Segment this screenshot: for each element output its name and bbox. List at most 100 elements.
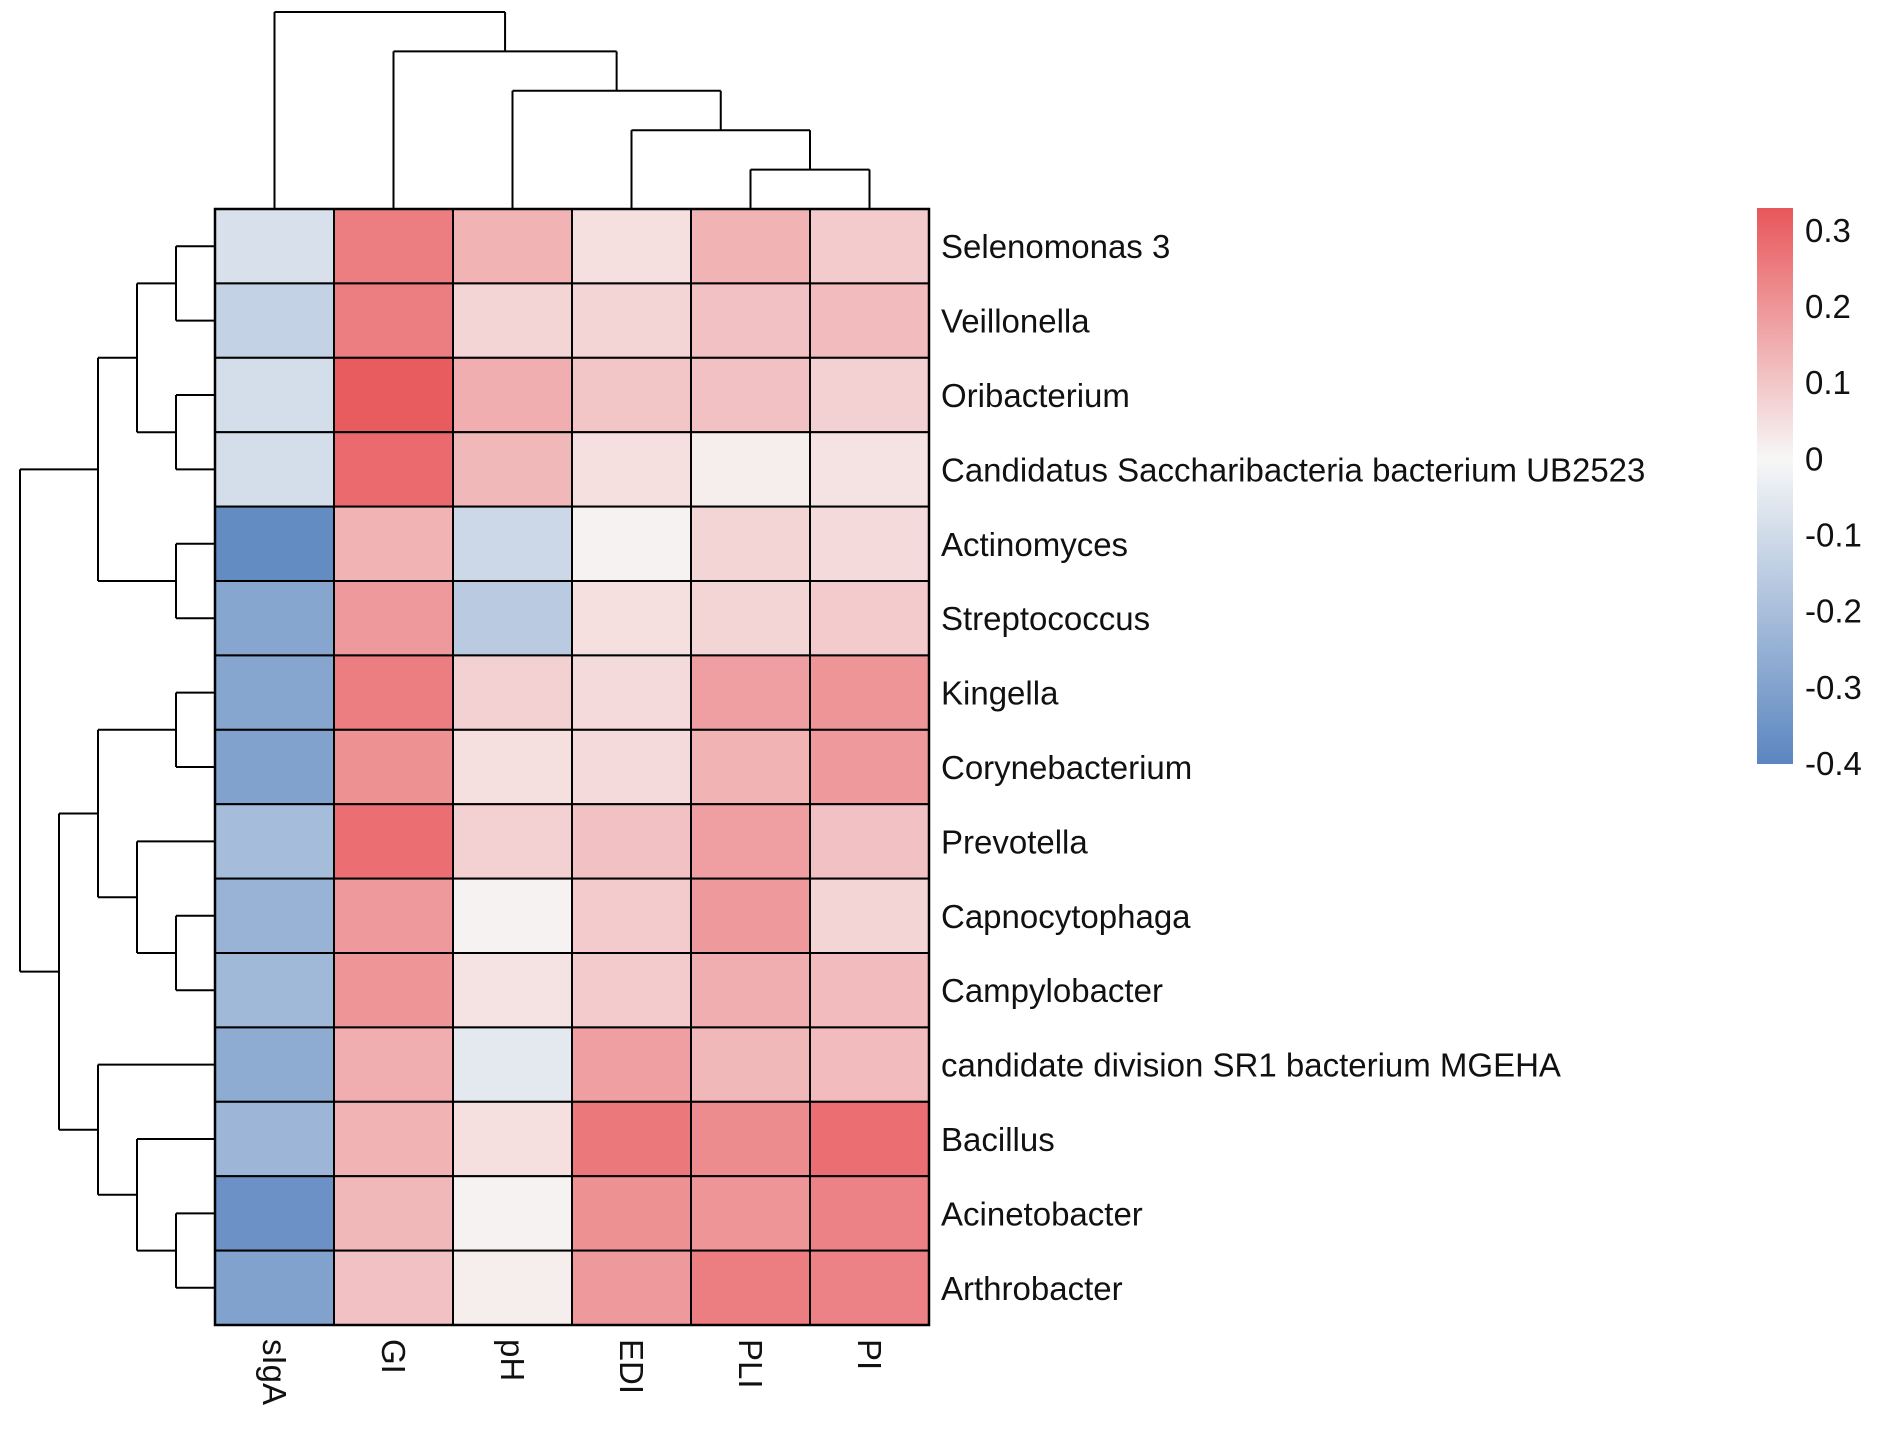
heatmap-cell	[333, 356, 454, 434]
heatmap-cell	[809, 1249, 930, 1326]
row-label: Candidatus Saccharibacteria bacterium UB…	[941, 451, 1645, 488]
column-label: EDI	[613, 1339, 650, 1394]
heatmap-cell	[571, 1175, 692, 1252]
row-label: Kingella	[941, 675, 1059, 712]
column-dendrogram	[273, 11, 871, 209]
heatmap-cell	[333, 208, 454, 285]
colorbar-tick-label: -0.3	[1805, 669, 1862, 706]
row-labels: Selenomonas 3 Veillonella Oribacterium Cand…	[941, 228, 1645, 1307]
heatmap-cell	[690, 1026, 811, 1103]
heatmap-cell	[214, 1026, 335, 1103]
row-label: Oribacterium	[941, 377, 1130, 414]
row-label: Selenomonas 3	[941, 228, 1170, 265]
heatmap-cell	[690, 282, 811, 359]
heatmap-cell	[809, 208, 930, 285]
heatmap-cell	[214, 1249, 335, 1326]
heatmap-cell	[571, 803, 692, 880]
heatmap-cell	[333, 654, 454, 731]
column-label: PLI	[732, 1339, 769, 1389]
heatmap-cell	[452, 1249, 573, 1326]
colorbar-tick-label: -0.1	[1805, 517, 1862, 554]
heatmap-cell	[333, 1026, 454, 1103]
row-dendrogram	[19, 245, 215, 1289]
column-labels: sIgA GI pH EDI PLI PI	[256, 1339, 888, 1405]
heatmap-cell	[571, 1100, 692, 1178]
heatmap-cell	[809, 1175, 930, 1252]
heatmap-cell	[809, 356, 930, 434]
column-label: GI	[375, 1339, 412, 1374]
heatmap-cell	[214, 208, 335, 285]
heatmap-cell	[333, 1175, 454, 1252]
heatmap-cell	[809, 431, 930, 508]
column-label: pH	[494, 1339, 531, 1381]
colorbar-gradient	[1757, 208, 1793, 764]
heatmap-cell	[690, 654, 811, 731]
heatmap-cell	[333, 282, 454, 359]
row-label: Capnocytophaga	[941, 898, 1191, 935]
heatmap-cell	[214, 356, 335, 434]
heatmap-cell	[571, 282, 692, 359]
heatmap-cell	[333, 877, 454, 954]
heatmap-cell	[571, 877, 692, 954]
heatmap-cell	[214, 580, 335, 657]
heatmap-cell	[571, 580, 692, 657]
heatmap-cell	[214, 877, 335, 954]
heatmap-cell	[809, 877, 930, 954]
heatmap-cell	[690, 1100, 811, 1178]
heatmap-cell	[571, 952, 692, 1029]
heatmap-cell	[571, 1026, 692, 1103]
heatmap-cell	[690, 952, 811, 1029]
heatmap-cell	[452, 952, 573, 1029]
heatmap-cell	[690, 208, 811, 285]
heatmap-cell	[809, 803, 930, 880]
row-label: Arthrobacter	[941, 1270, 1123, 1307]
heatmap-cell	[333, 803, 454, 880]
heatmap-cell	[571, 431, 692, 508]
heatmap-cell	[690, 505, 811, 583]
row-label: Veillonella	[941, 303, 1090, 340]
heatmap-cell	[452, 877, 573, 954]
heatmap-cell	[214, 1100, 335, 1178]
heatmap-cell	[214, 431, 335, 508]
heatmap-cell	[214, 654, 335, 731]
row-label: Corynebacterium	[941, 749, 1192, 786]
colorbar-tick-label: 0.3	[1805, 212, 1851, 249]
heatmap-cell	[214, 803, 335, 880]
heatmap-cell	[452, 803, 573, 880]
heatmap-cell	[690, 877, 811, 954]
heatmap-cell	[452, 208, 573, 285]
heatmap-cell	[452, 356, 573, 434]
heatmap-cell	[452, 728, 573, 806]
heatmap-cell	[571, 356, 692, 434]
heatmap-cell	[690, 803, 811, 880]
heatmap-cell	[809, 728, 930, 806]
heatmap-cell	[571, 505, 692, 583]
heatmap-cell	[452, 505, 573, 583]
heatmap-cell	[214, 952, 335, 1029]
row-label: candidate division SR1 bacterium MGEHA	[941, 1047, 1561, 1084]
row-label: Campylobacter	[941, 972, 1163, 1009]
heatmap-cell	[333, 431, 454, 508]
heatmap-cell	[690, 1175, 811, 1252]
heatmap-cell	[214, 505, 335, 583]
column-label: PI	[851, 1339, 888, 1370]
heatmap-cell	[571, 208, 692, 285]
heatmap-cell	[571, 654, 692, 731]
row-label: Actinomyces	[941, 526, 1128, 563]
heatmap-cell	[571, 1249, 692, 1326]
colorbar-legend: 0.3 0.2 0.1 0 -0.1 -0.2 -0.3 -0.4	[1757, 208, 1862, 782]
row-label: Streptococcus	[941, 600, 1150, 637]
heatmap-cell	[690, 1249, 811, 1326]
heatmap-cell	[452, 1026, 573, 1103]
column-label: sIgA	[256, 1339, 293, 1405]
heatmap-cell	[809, 505, 930, 583]
colorbar-tick-label: -0.2	[1805, 593, 1862, 630]
heatmap-cell	[452, 431, 573, 508]
heatmap-cell	[214, 282, 335, 359]
heatmap-cell	[690, 431, 811, 508]
colorbar-tick-label: 0	[1805, 440, 1823, 477]
heatmap-cell	[333, 1100, 454, 1178]
heatmap-cell	[333, 728, 454, 806]
heatmap-cell	[333, 505, 454, 583]
